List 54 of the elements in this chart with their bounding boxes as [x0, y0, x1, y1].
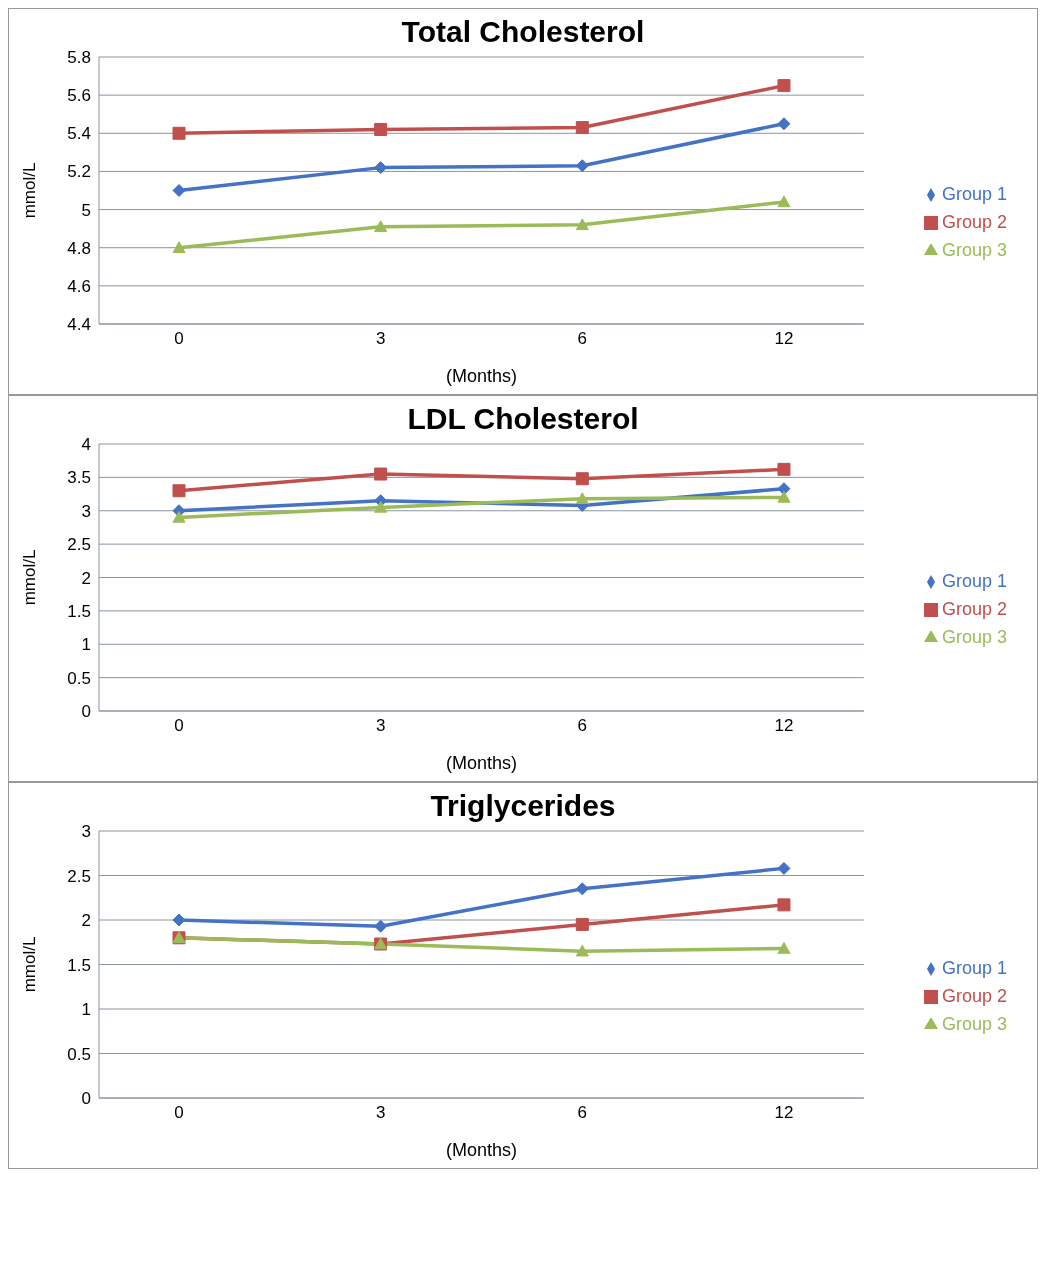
x-tick-label: 0: [174, 329, 184, 349]
y-tick-label: 3.5: [67, 468, 91, 488]
y-tick-label: 4: [81, 435, 91, 455]
y-tick-label: 5.2: [67, 162, 91, 182]
y-tick-label: 2.5: [67, 866, 91, 886]
x-tick-label: 12: [774, 716, 794, 736]
y-tick-label: 1.5: [67, 955, 91, 975]
x-tick-label: 3: [375, 329, 386, 349]
y-axis-title: mmol/L: [20, 162, 40, 219]
legend-label: Group 3: [941, 239, 1007, 260]
x-tick-label: 0: [174, 1103, 184, 1123]
y-tick-label: 4.6: [67, 276, 91, 296]
y-tick-label: 1: [81, 635, 91, 655]
x-tick-label: 3: [375, 716, 386, 736]
x-tick-label: 6: [577, 1103, 588, 1123]
y-tick-label: 0: [81, 702, 91, 722]
legend-label: Group 2: [941, 211, 1007, 232]
y-tick-label: 2: [81, 911, 91, 931]
legend-label: Group 2: [941, 598, 1007, 619]
x-tick-label: 12: [774, 1103, 794, 1123]
x-axis-title: (Months): [445, 366, 517, 386]
y-axis-title: mmol/L: [20, 936, 40, 993]
y-tick-label: 0.5: [67, 1044, 91, 1064]
legend-label: Group 1: [941, 183, 1007, 204]
y-tick-label: 5.6: [67, 86, 91, 106]
chart-title: LDL Cholesterol: [406, 401, 640, 436]
legend-label: Group 1: [941, 957, 1007, 978]
x-axis-title: (Months): [445, 1140, 517, 1160]
y-tick-label: 1: [81, 1000, 91, 1020]
y-tick-label: 2.5: [67, 535, 91, 555]
legend-label: Group 3: [941, 626, 1007, 647]
y-tick-label: 1.5: [67, 601, 91, 621]
x-axis-title: (Months): [445, 753, 517, 773]
y-tick-label: 4.4: [67, 315, 91, 335]
y-tick-label: 0: [81, 1089, 91, 1109]
y-tick-label: 2: [81, 568, 91, 588]
x-tick-label: 6: [577, 716, 588, 736]
y-axis-title: mmol/L: [20, 549, 40, 606]
x-tick-label: 3: [375, 1103, 386, 1123]
x-tick-label: 12: [774, 329, 794, 349]
y-tick-label: 5: [81, 200, 91, 220]
x-tick-label: 0: [174, 716, 184, 736]
y-tick-label: 3: [81, 822, 91, 842]
legend-label: Group 2: [941, 985, 1007, 1006]
chart-title: Triglycerides: [429, 788, 617, 823]
y-tick-label: 4.8: [67, 238, 91, 258]
y-tick-label: 5.4: [67, 124, 91, 144]
y-tick-label: 0.5: [67, 668, 91, 688]
y-tick-label: 3: [81, 501, 91, 521]
legend-label: Group 3: [941, 1013, 1007, 1034]
legend-label: Group 1: [941, 570, 1007, 591]
chart-title: Total Cholesterol: [400, 14, 646, 49]
y-tick-label: 5.8: [67, 48, 91, 68]
x-tick-label: 6: [577, 329, 588, 349]
